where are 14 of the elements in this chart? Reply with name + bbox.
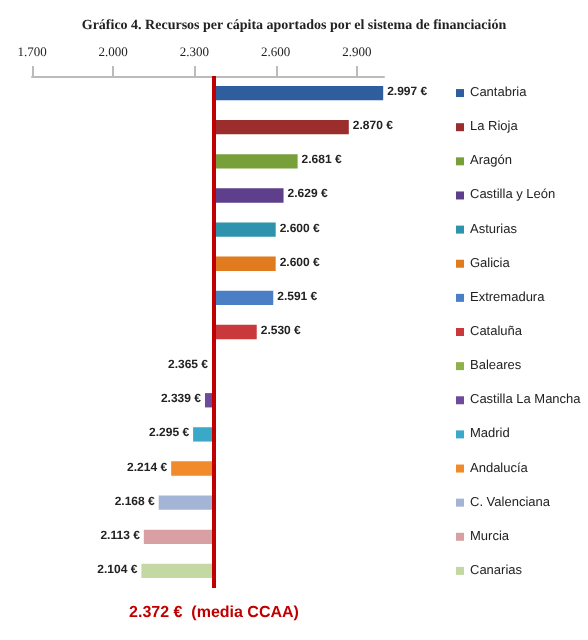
bar xyxy=(213,222,276,237)
bar xyxy=(193,427,214,442)
bar xyxy=(213,120,349,135)
bar xyxy=(171,461,214,476)
bar xyxy=(213,188,284,203)
bar xyxy=(141,563,214,579)
bar xyxy=(213,154,298,169)
ref-line-label: 2.372 € (media CCAA) xyxy=(129,603,300,621)
bar xyxy=(143,529,214,544)
bar xyxy=(213,290,274,306)
bar xyxy=(213,85,384,101)
bar xyxy=(158,495,214,510)
bar xyxy=(213,256,276,271)
bar xyxy=(213,324,257,340)
